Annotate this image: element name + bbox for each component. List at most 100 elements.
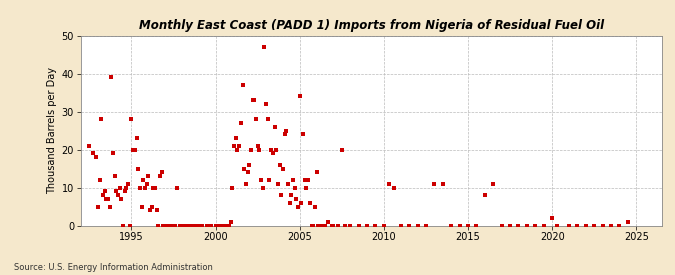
Point bbox=[319, 223, 330, 228]
Point bbox=[153, 223, 164, 228]
Point bbox=[313, 223, 323, 228]
Point bbox=[522, 223, 533, 228]
Point bbox=[131, 136, 142, 141]
Point bbox=[471, 223, 482, 228]
Point bbox=[316, 223, 327, 228]
Point bbox=[300, 178, 310, 182]
Point bbox=[94, 178, 105, 182]
Point bbox=[180, 223, 191, 228]
Point bbox=[109, 174, 120, 178]
Point bbox=[101, 197, 111, 201]
Point bbox=[202, 223, 213, 228]
Point bbox=[284, 200, 295, 205]
Point bbox=[269, 125, 280, 129]
Point bbox=[589, 223, 599, 228]
Point bbox=[116, 197, 127, 201]
Point bbox=[547, 216, 558, 220]
Title: Monthly East Coast (PADD 1) Imports from Nigeria of Residual Fuel Oil: Monthly East Coast (PADD 1) Imports from… bbox=[138, 19, 604, 32]
Point bbox=[220, 223, 231, 228]
Y-axis label: Thousand Barrels per Day: Thousand Barrels per Day bbox=[47, 67, 57, 194]
Point bbox=[230, 136, 241, 141]
Point bbox=[236, 121, 246, 125]
Point bbox=[291, 197, 302, 201]
Point bbox=[462, 223, 473, 228]
Point bbox=[167, 223, 178, 228]
Point bbox=[256, 178, 267, 182]
Point bbox=[267, 151, 278, 156]
Point bbox=[362, 223, 373, 228]
Point bbox=[622, 219, 633, 224]
Point bbox=[223, 223, 234, 228]
Point bbox=[421, 223, 431, 228]
Point bbox=[134, 185, 145, 190]
Point bbox=[190, 223, 201, 228]
Point bbox=[124, 223, 135, 228]
Point bbox=[326, 223, 337, 228]
Point bbox=[345, 223, 356, 228]
Point bbox=[479, 193, 490, 197]
Point bbox=[279, 132, 290, 137]
Point bbox=[336, 147, 347, 152]
Point bbox=[170, 223, 181, 228]
Point bbox=[254, 147, 265, 152]
Point bbox=[323, 219, 333, 224]
Point bbox=[294, 94, 305, 99]
Point bbox=[496, 223, 507, 228]
Point bbox=[288, 178, 298, 182]
Point bbox=[429, 182, 439, 186]
Point bbox=[136, 204, 147, 209]
Point bbox=[259, 45, 270, 49]
Point bbox=[239, 166, 250, 171]
Point bbox=[308, 223, 319, 228]
Point bbox=[99, 189, 110, 194]
Point bbox=[252, 144, 263, 148]
Point bbox=[273, 182, 284, 186]
Point bbox=[103, 197, 113, 201]
Point bbox=[389, 185, 400, 190]
Point bbox=[141, 182, 152, 186]
Point bbox=[551, 223, 562, 228]
Point bbox=[123, 182, 134, 186]
Point bbox=[306, 223, 317, 228]
Point bbox=[242, 170, 253, 175]
Point bbox=[205, 223, 216, 228]
Point bbox=[158, 223, 169, 228]
Point bbox=[446, 223, 456, 228]
Point bbox=[240, 182, 251, 186]
Point bbox=[396, 223, 406, 228]
Point bbox=[437, 182, 448, 186]
Point bbox=[454, 223, 465, 228]
Point bbox=[261, 102, 271, 106]
Point bbox=[217, 223, 227, 228]
Point bbox=[193, 223, 204, 228]
Point bbox=[513, 223, 524, 228]
Point bbox=[90, 155, 101, 160]
Point bbox=[121, 185, 132, 190]
Point bbox=[92, 204, 103, 209]
Point bbox=[175, 223, 186, 228]
Point bbox=[328, 223, 339, 228]
Point bbox=[160, 223, 171, 228]
Point bbox=[572, 223, 583, 228]
Point bbox=[290, 185, 300, 190]
Point bbox=[304, 200, 315, 205]
Point bbox=[227, 185, 238, 190]
Point bbox=[597, 223, 608, 228]
Point bbox=[126, 117, 137, 122]
Point bbox=[271, 147, 281, 152]
Point bbox=[353, 223, 364, 228]
Point bbox=[157, 170, 167, 175]
Point bbox=[311, 170, 322, 175]
Point bbox=[130, 147, 140, 152]
Point bbox=[266, 147, 277, 152]
Point bbox=[107, 151, 118, 156]
Point bbox=[155, 174, 165, 178]
Point bbox=[303, 178, 314, 182]
Point bbox=[237, 83, 248, 87]
Point bbox=[151, 208, 162, 213]
Point bbox=[340, 223, 350, 228]
Point bbox=[298, 132, 308, 137]
Point bbox=[144, 208, 155, 213]
Point bbox=[97, 193, 108, 197]
Point bbox=[143, 174, 154, 178]
